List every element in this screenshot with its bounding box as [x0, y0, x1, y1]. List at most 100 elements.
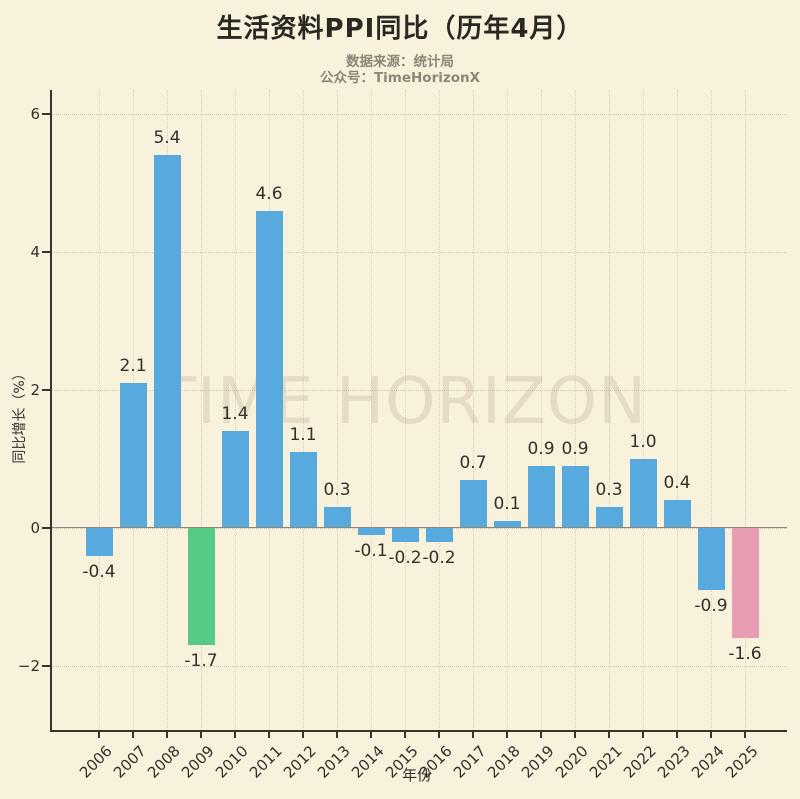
bar-value-label: -0.1 — [354, 540, 388, 561]
v-gridline — [303, 90, 304, 730]
x-tick-label: 2010 — [211, 742, 252, 782]
x-tick-label: 2023 — [653, 742, 694, 782]
chart-subtitle-account: 公众号：TimeHorizonX — [319, 70, 481, 86]
bar-2025 — [731, 528, 759, 639]
v-gridline — [235, 90, 236, 730]
x-tick-label: 2007 — [109, 742, 150, 782]
bar-value-label: 1.4 — [221, 404, 249, 425]
bar-2010 — [221, 431, 249, 528]
x-tick-mark — [540, 732, 542, 738]
bar-2015 — [391, 528, 419, 542]
y-tick-mark — [42, 527, 50, 529]
h-gridline — [52, 390, 787, 391]
y-tick-label: 4 — [30, 243, 40, 261]
x-tick-label: 2013 — [313, 742, 354, 782]
x-tick-label: 2006 — [75, 742, 116, 782]
v-gridline — [99, 90, 100, 730]
y-tick-mark — [42, 251, 50, 253]
bar-value-label: 1.1 — [289, 425, 317, 446]
v-gridline — [643, 90, 644, 730]
x-tick-mark — [234, 732, 236, 738]
h-gridline — [52, 252, 787, 253]
x-tick-mark — [200, 732, 202, 738]
x-tick-label: 2014 — [347, 742, 388, 782]
bar-value-label: 0.1 — [493, 494, 521, 515]
x-tick-label: 2012 — [279, 742, 320, 782]
bar-value-label: 0.7 — [459, 452, 487, 473]
bar-value-label: 0.3 — [595, 480, 623, 501]
bar-value-label: 0.9 — [561, 438, 589, 459]
bar-2014 — [357, 528, 385, 535]
v-gridline — [677, 90, 678, 730]
bar-2006 — [85, 528, 113, 556]
v-gridline — [745, 90, 746, 730]
bar-value-label: 4.6 — [255, 183, 283, 204]
x-tick-label: 2022 — [619, 742, 660, 782]
x-tick-mark — [404, 732, 406, 738]
v-gridline — [541, 90, 542, 730]
v-gridline — [609, 90, 610, 730]
x-tick-mark — [370, 732, 372, 738]
y-tick-mark — [42, 389, 50, 391]
x-tick-mark — [166, 732, 168, 738]
x-tick-label: 2009 — [177, 742, 218, 782]
bar-value-label: -1.6 — [728, 644, 762, 665]
x-tick-label: 2017 — [449, 742, 490, 782]
bar-2016 — [425, 528, 453, 542]
v-gridline — [575, 90, 576, 730]
bar-2009 — [187, 528, 215, 646]
bar-value-label: -0.2 — [422, 547, 456, 568]
y-tick-mark — [42, 113, 50, 115]
h-gridline — [52, 666, 787, 667]
y-tick-label: −2 — [17, 657, 40, 675]
x-tick-mark — [574, 732, 576, 738]
watermark-text: TIME HORIZON — [157, 365, 647, 439]
zero-line — [52, 527, 787, 528]
bar-2023 — [663, 500, 691, 528]
x-tick-mark — [438, 732, 440, 738]
bar-2022 — [629, 459, 657, 528]
x-tick-mark — [98, 732, 100, 738]
v-gridline — [337, 90, 338, 730]
v-gridline — [405, 90, 406, 730]
x-tick-mark — [608, 732, 610, 738]
bar-2020 — [561, 465, 589, 528]
x-axis-label: 年份 — [401, 766, 433, 784]
x-tick-label: 2024 — [687, 742, 728, 782]
v-gridline — [201, 90, 202, 730]
bar-2011 — [255, 210, 283, 528]
bar-value-label: -1.7 — [184, 651, 218, 672]
x-tick-label: 2021 — [585, 742, 626, 782]
x-tick-label: 2019 — [517, 742, 558, 782]
chart-subtitle-source: 数据来源：统计局 — [346, 54, 454, 70]
x-tick-label: 2018 — [483, 742, 524, 782]
x-tick-mark — [676, 732, 678, 738]
bar-2017 — [459, 479, 487, 528]
x-tick-mark — [268, 732, 270, 738]
x-tick-mark — [744, 732, 746, 738]
y-tick-label: 2 — [30, 381, 40, 399]
h-gridline — [52, 528, 787, 529]
x-tick-label: 2020 — [551, 742, 592, 782]
x-tick-mark — [506, 732, 508, 738]
bar-value-label: 0.4 — [663, 473, 691, 494]
x-tick-mark — [302, 732, 304, 738]
y-axis-label: 同比增长（%） — [12, 366, 28, 464]
x-tick-mark — [710, 732, 712, 738]
bar-value-label: 2.1 — [119, 356, 147, 377]
bar-value-label: 0.9 — [527, 438, 555, 459]
y-tick-label: 0 — [30, 519, 40, 537]
x-tick-label: 2011 — [245, 742, 286, 782]
h-gridline — [52, 114, 787, 115]
v-gridline — [371, 90, 372, 730]
x-tick-label: 2008 — [143, 742, 184, 782]
bar-2021 — [595, 507, 623, 528]
x-tick-mark — [642, 732, 644, 738]
v-gridline — [473, 90, 474, 730]
bar-2024 — [697, 528, 725, 591]
v-gridline — [507, 90, 508, 730]
bar-2019 — [527, 465, 555, 528]
x-tick-mark — [472, 732, 474, 738]
x-tick-mark — [336, 732, 338, 738]
bar-value-label: 5.4 — [153, 128, 181, 149]
